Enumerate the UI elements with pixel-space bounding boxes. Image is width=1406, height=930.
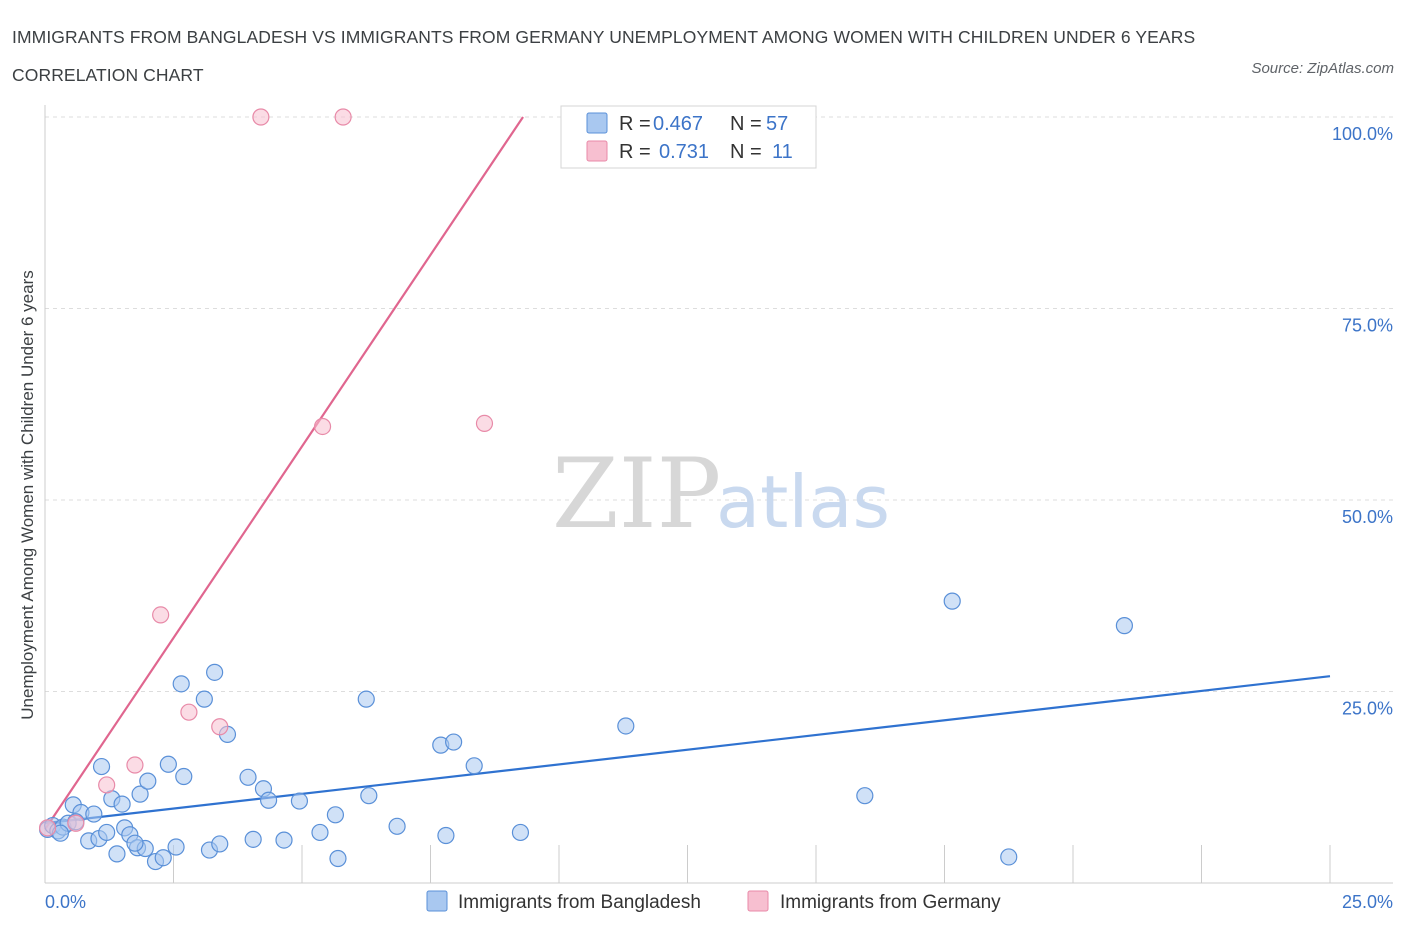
trendline-germany [44, 116, 524, 830]
point-bangladesh [943, 592, 961, 610]
legend-r-value-germany: 0.731 [659, 141, 709, 163]
point-germany [98, 776, 116, 794]
point-bangladesh [1115, 617, 1134, 635]
point-bangladesh [511, 823, 530, 842]
y-tick-label: 25.0% [1342, 699, 1393, 719]
y-tick-label: 100.0% [1332, 124, 1393, 144]
x-tick-label-left: 0.0% [45, 892, 86, 912]
point-germany [180, 703, 198, 721]
bottom-legend-label-germany: Immigrants from Germany [780, 892, 1001, 913]
point-bangladesh [108, 845, 126, 863]
point-germany [67, 814, 85, 832]
point-bangladesh [126, 834, 144, 852]
point-germany [334, 108, 352, 126]
point-bangladesh [445, 733, 463, 751]
point-bangladesh [85, 805, 103, 823]
point-bangladesh [211, 835, 229, 853]
point-bangladesh [195, 690, 213, 708]
point-bangladesh [617, 717, 635, 735]
point-bangladesh [856, 787, 874, 805]
watermark-zip: ZIP [552, 438, 721, 550]
point-germany [38, 819, 57, 837]
point-bangladesh [154, 849, 172, 867]
legend-n-value-germany: 11 [772, 141, 793, 163]
point-bangladesh [206, 663, 224, 681]
source-label: Source: ZipAtlas.com [1251, 60, 1394, 77]
legend-box: R = 0.467 N = 57 R = 0.731 N = 11 [560, 105, 817, 169]
point-bangladesh [172, 675, 190, 693]
point-germany [252, 108, 270, 126]
axes [44, 105, 1393, 884]
legend-n-label-bangladesh: N = [730, 113, 762, 135]
legend-r-label-germany: R = [619, 141, 651, 163]
trendlines [44, 116, 1331, 830]
point-bangladesh [113, 795, 131, 813]
point-bangladesh [388, 817, 406, 835]
bottom-legend-label-bangladesh: Immigrants from Bangladesh [458, 892, 701, 913]
watermark: ZIP atlas [552, 438, 890, 550]
point-germany [211, 718, 229, 736]
trendline-bangladesh [44, 675, 1331, 825]
x-tick-label-right: 25.0% [1342, 892, 1393, 912]
bottom-legend-swatch-germany [747, 890, 769, 912]
bottom-legend: Immigrants from Bangladesh Immigrants fr… [426, 890, 1001, 913]
point-bangladesh [259, 791, 278, 809]
point-germany [152, 606, 170, 624]
point-bangladesh [98, 823, 116, 842]
point-bangladesh [139, 772, 157, 790]
y-tick-label: 75.0% [1342, 316, 1393, 336]
point-bangladesh [167, 838, 185, 856]
y-tick-labels: 100.0% 75.0% 50.0% 25.0% [1332, 124, 1393, 719]
legend-swatch-bangladesh [586, 112, 608, 134]
point-bangladesh [290, 792, 309, 810]
point-bangladesh [244, 830, 262, 848]
y-tick-label: 50.0% [1342, 507, 1393, 527]
point-bangladesh [1000, 848, 1018, 866]
point-bangladesh [360, 787, 378, 805]
grid [45, 116, 1393, 692]
point-bangladesh [329, 849, 347, 868]
legend-r-label-bangladesh: R = [619, 113, 651, 135]
legend-swatch-germany [586, 140, 608, 162]
point-bangladesh [275, 831, 293, 849]
point-germany [475, 414, 494, 432]
legend-n-label-germany: N = [730, 141, 762, 163]
points [38, 108, 1134, 871]
point-germany [313, 417, 332, 436]
point-germany [126, 756, 144, 774]
watermark-atlas: atlas [716, 460, 890, 544]
point-bangladesh [465, 757, 483, 775]
point-bangladesh [437, 826, 455, 845]
point-bangladesh [131, 785, 149, 803]
point-bangladesh [92, 757, 111, 776]
point-bangladesh [357, 690, 375, 708]
chart-title: IMMIGRANTS FROM BANGLADESH VS IMMIGRANTS… [12, 27, 1196, 85]
point-bangladesh [326, 806, 345, 824]
point-bangladesh [175, 767, 193, 786]
y-axis-title: Unemployment Among Women with Children U… [18, 270, 37, 719]
point-bangladesh [311, 823, 329, 842]
legend-n-value-bangladesh: 57 [766, 113, 788, 135]
point-bangladesh [239, 768, 257, 786]
bottom-legend-swatch-bangladesh [426, 890, 448, 912]
point-bangladesh [159, 755, 177, 773]
legend-r-value-bangladesh: 0.467 [653, 113, 703, 135]
